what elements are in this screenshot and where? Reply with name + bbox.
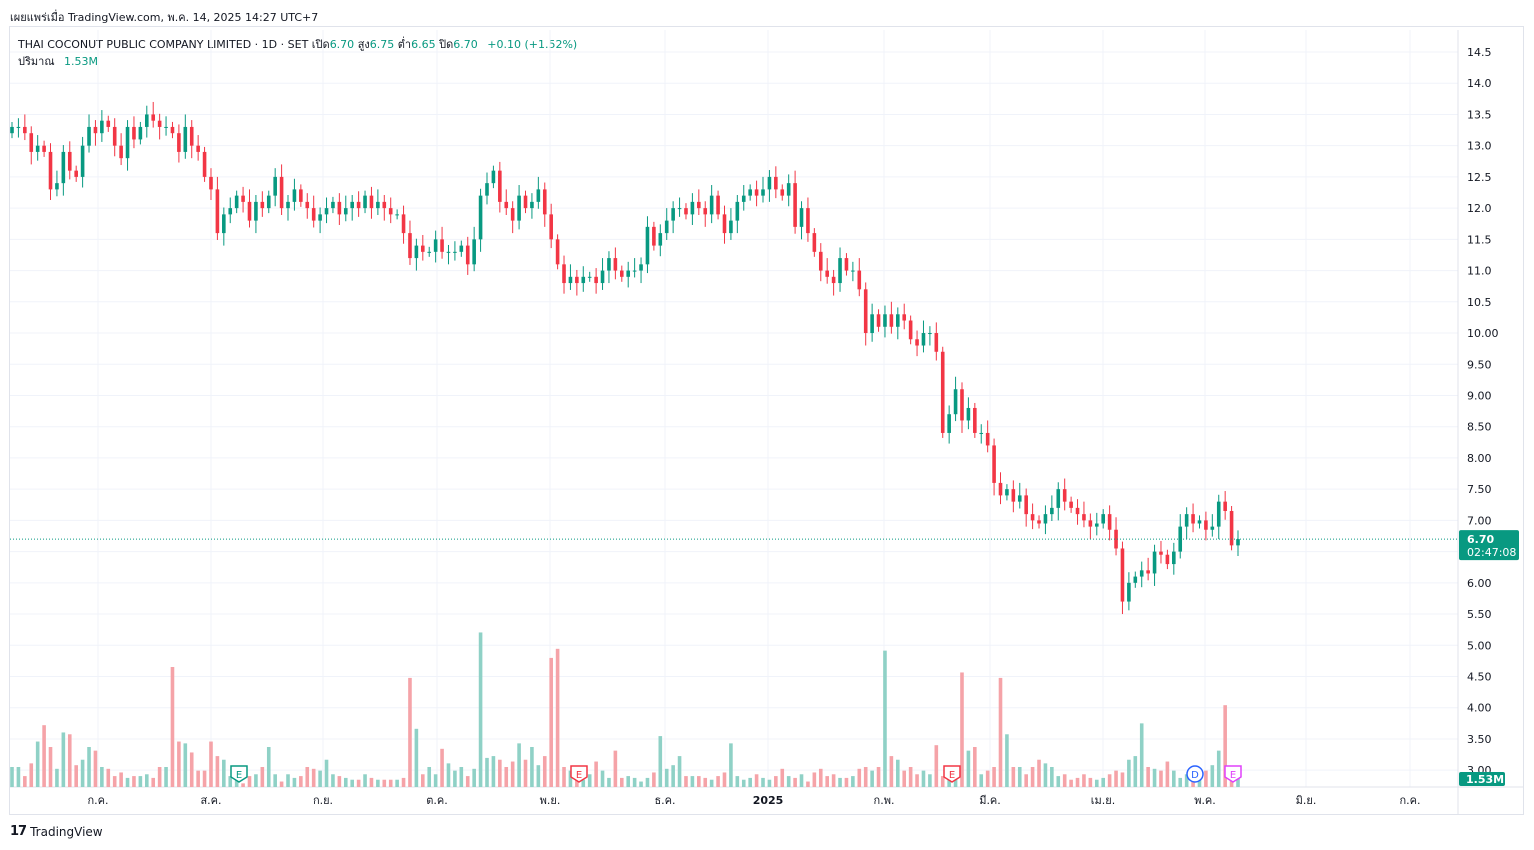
footer-brand[interactable]: 17 TradingView (10, 824, 103, 839)
open-value: 6.70 (329, 38, 355, 51)
publish-prefix: เผยแพร่เมื่อ (10, 11, 65, 24)
publish-text: TradingView.com, พ.ค. 14, 2025 14:27 UTC… (68, 11, 319, 24)
open-label: เปิด (311, 38, 330, 51)
low-value: 6.65 (411, 38, 436, 51)
close-value: 6.70 (453, 38, 478, 51)
volume-value: 1.53M (64, 55, 99, 68)
close-label: ปิด (439, 38, 454, 51)
legend-volume: ปริมาณ 1.53M (18, 52, 98, 70)
low-label: ต่ำ (397, 38, 412, 51)
high-label: สูง (357, 38, 370, 51)
high-value: 6.75 (369, 38, 395, 51)
volume-label: ปริมาณ (18, 55, 55, 68)
brand-name: TradingView (30, 824, 103, 839)
change-value: +0.10 (+1.52%) (487, 38, 578, 51)
legend-ohlc: THAI COCONUT PUBLIC COMPANY LIMITED · 1D… (18, 35, 577, 53)
symbol-title[interactable]: THAI COCONUT PUBLIC COMPANY LIMITED · 1D… (18, 38, 309, 51)
publish-header: เผยแพร่เมื่อ TradingView.com, พ.ค. 14, 2… (10, 8, 318, 26)
tradingview-logo-icon: 17 (10, 824, 27, 839)
chart-frame (9, 26, 1524, 815)
